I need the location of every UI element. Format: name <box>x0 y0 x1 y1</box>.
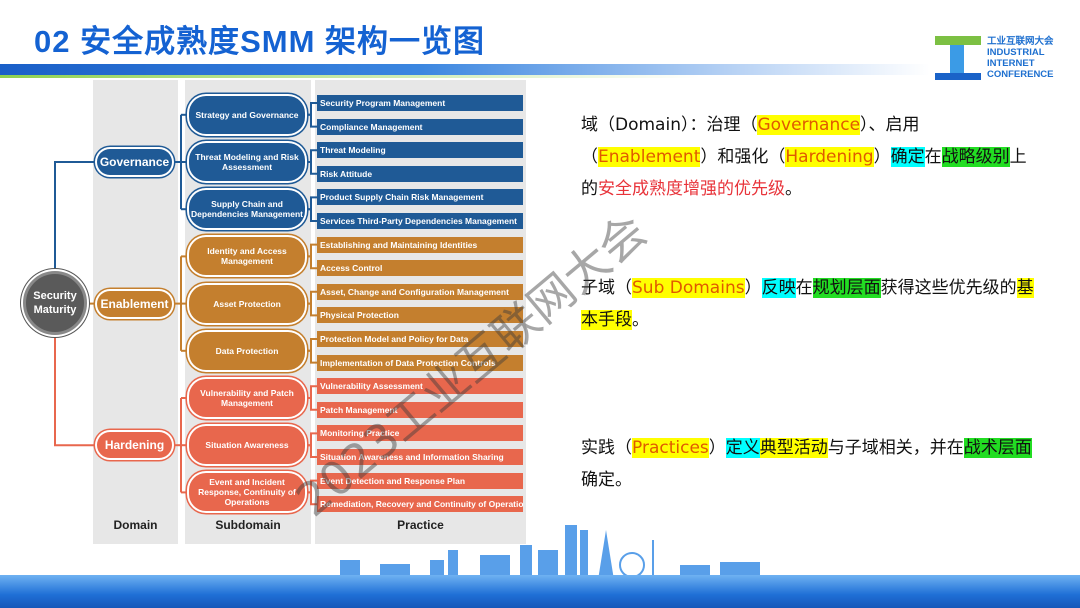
text-segment: 规划层面 <box>812 278 881 298</box>
text-segment: Hardening <box>785 147 874 167</box>
practice-bar: Threat Modeling <box>317 142 523 159</box>
practice-bar: Vulnerability Assessment <box>317 378 523 395</box>
header-bar <box>0 64 930 75</box>
subdomain-column-label: Subdomain <box>215 518 281 532</box>
logo-line: INDUSTRIAL <box>987 47 1045 58</box>
practice-bar: Asset, Change and Configuration Manageme… <box>317 283 523 300</box>
text-segment: 域（Domain）：治理（ <box>581 115 758 135</box>
text-segment: 安全成熟度增强的优先级 <box>598 179 785 199</box>
domain-pill: Governance <box>97 149 172 175</box>
subdomain-paragraph: 子域（Sub Domains）反映在规划层面获得这些优先级的基本手段。 <box>581 272 1041 336</box>
practice-bar: Patch Management <box>317 401 523 418</box>
logo-line: 工业互联网大会 <box>987 36 1054 47</box>
practice-bar: Security Program Management <box>317 95 523 111</box>
subdomain-pill: Identity and Access Management <box>189 237 305 276</box>
subdomain-pill: Situation Awareness <box>189 426 305 465</box>
practice-bar: Monitoring Practice <box>317 425 523 442</box>
text-segment: 在 <box>924 147 942 167</box>
practice-bar: Remediation, Recovery and Continuity of … <box>317 496 523 513</box>
subdomain-pill: Vulnerability and Patch Management <box>189 379 305 417</box>
text-segment: 子域（ <box>581 278 632 298</box>
subdomain-pill: Asset Protection <box>189 284 305 323</box>
text-segment: 在 <box>795 278 813 298</box>
practice-bar: Situation Awareness and Information Shar… <box>317 449 523 465</box>
text-segment: Enablement <box>598 147 701 167</box>
practice-bar: Protection Model and Policy for Data <box>317 331 523 347</box>
subdomain-pill: Event and Incident Response, Continuity … <box>189 473 305 512</box>
text-segment: 上的 <box>581 147 1027 199</box>
text-segment: ）和强化（ <box>700 147 786 167</box>
practice-bar: Establishing and Maintaining Identities <box>317 236 523 253</box>
city-skyline-icon <box>340 525 760 580</box>
text-segment: 定义 <box>725 438 760 458</box>
text-segment: 确定 <box>890 147 925 167</box>
logo-line: INTERNET <box>987 58 1035 69</box>
domain-column-label: Domain <box>113 518 158 532</box>
text-segment: 获得这些优先级的 <box>880 278 1017 298</box>
practice-bar: Access Control <box>317 260 523 277</box>
footer-band <box>0 575 1080 608</box>
text-segment: Practices <box>632 438 709 458</box>
connector-line <box>54 161 97 271</box>
text-segment: 战术层面 <box>963 438 1032 458</box>
conference-logo: 工业互联网大会 INDUSTRIAL INTERNET CONFERENCE <box>935 36 1075 82</box>
practice-bar: Services Third-Party Dependencies Manage… <box>317 213 523 229</box>
header-accent-line <box>0 75 700 78</box>
subdomain-pill: Strategy and Governance <box>189 95 305 134</box>
practice-paragraph: 实践（Practices）定义典型活动与子域相关，并在战术层面确定。 <box>581 432 1041 496</box>
text-segment: ） <box>744 278 762 298</box>
security-maturity-root: Security Maturity <box>23 271 87 335</box>
text-segment: ） <box>873 147 891 167</box>
text-segment: 与子域相关，并在 <box>827 438 964 458</box>
text-segment: 反映 <box>761 278 796 298</box>
text-segment: ）、启用（ <box>581 115 920 167</box>
logo-line: CONFERENCE <box>987 69 1054 80</box>
text-segment: 典型活动 <box>759 438 828 458</box>
page-title: 02 安全成熟度SMM 架构一览图 <box>34 24 486 59</box>
domain-paragraph: 域（Domain）：治理（Governance）、启用（Enablement）和… <box>581 109 1041 205</box>
practice-column-label: Practice <box>397 518 444 532</box>
subdomain-pill: Threat Modeling and Risk Assessment <box>189 143 305 181</box>
text-segment: Sub Domains <box>632 278 745 298</box>
text-segment: 确定。 <box>581 470 632 490</box>
text-segment: 。 <box>632 310 649 330</box>
practice-bar: Compliance Management <box>317 118 523 135</box>
practice-bar: Risk Attitude <box>317 165 523 182</box>
text-segment: Governance <box>757 115 861 135</box>
text-segment: 。 <box>785 179 802 199</box>
text-segment: ） <box>708 438 726 458</box>
logo-i-icon <box>935 36 981 80</box>
text-segment: 实践（ <box>581 438 632 458</box>
text-segment: 战略级别 <box>941 147 1010 167</box>
domain-pill: Enablement <box>97 290 172 317</box>
practice-bar: Product Supply Chain Risk Management <box>317 189 523 206</box>
domain-pill: Hardening <box>97 432 172 459</box>
connector-line <box>54 335 97 447</box>
subdomain-pill: Data Protection <box>189 331 305 370</box>
practice-bar: Event Detection and Response Plan <box>317 472 523 489</box>
practice-bar: Implementation of Data Protection Contro… <box>317 354 523 371</box>
subdomain-pill: Supply Chain and Dependencies Management <box>189 190 305 229</box>
practice-bar: Physical Protection <box>317 307 523 324</box>
